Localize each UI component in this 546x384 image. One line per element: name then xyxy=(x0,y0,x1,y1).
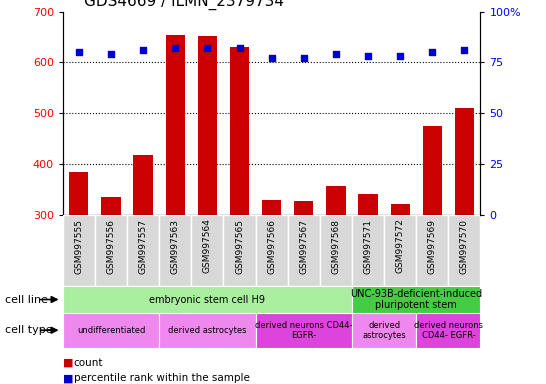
Text: GSM997556: GSM997556 xyxy=(106,218,116,273)
Bar xyxy=(95,215,127,286)
Bar xyxy=(256,313,352,348)
Bar xyxy=(256,215,288,286)
Bar xyxy=(294,201,313,368)
Bar xyxy=(416,313,480,348)
Point xyxy=(171,45,180,51)
Text: cell line: cell line xyxy=(5,295,49,305)
Point xyxy=(139,47,147,53)
Text: UNC-93B-deficient-induced
pluripotent stem: UNC-93B-deficient-induced pluripotent st… xyxy=(350,289,482,310)
Bar xyxy=(69,172,88,368)
Bar xyxy=(63,215,95,286)
Text: GSM997567: GSM997567 xyxy=(299,218,308,273)
Bar xyxy=(198,36,217,368)
Bar xyxy=(159,215,191,286)
Bar xyxy=(127,215,159,286)
Text: derived
astrocytes: derived astrocytes xyxy=(362,321,406,340)
Bar xyxy=(63,286,352,313)
Text: ■: ■ xyxy=(63,358,73,368)
Text: GSM997569: GSM997569 xyxy=(428,218,437,273)
Text: derived neurons
CD44- EGFR-: derived neurons CD44- EGFR- xyxy=(414,321,483,340)
Bar xyxy=(352,215,384,286)
Text: GSM997568: GSM997568 xyxy=(331,218,340,273)
Text: GSM997566: GSM997566 xyxy=(267,218,276,273)
Bar xyxy=(423,126,442,368)
Bar xyxy=(191,215,223,286)
Bar xyxy=(102,197,121,368)
Bar xyxy=(327,185,346,368)
Bar xyxy=(448,215,480,286)
Text: embryonic stem cell H9: embryonic stem cell H9 xyxy=(150,295,265,305)
Bar xyxy=(288,215,320,286)
Point xyxy=(203,45,212,51)
Point xyxy=(235,45,244,51)
Bar xyxy=(165,35,185,368)
Text: GSM997570: GSM997570 xyxy=(460,218,469,273)
Text: GDS4669 / ILMN_2379734: GDS4669 / ILMN_2379734 xyxy=(84,0,284,10)
Bar xyxy=(352,286,480,313)
Bar xyxy=(390,204,410,368)
Text: GSM997563: GSM997563 xyxy=(171,218,180,273)
Text: undifferentiated: undifferentiated xyxy=(77,326,145,335)
Bar xyxy=(320,215,352,286)
Point xyxy=(364,53,372,60)
Point xyxy=(106,51,115,57)
Text: GSM997564: GSM997564 xyxy=(203,218,212,273)
Text: GSM997565: GSM997565 xyxy=(235,218,244,273)
Text: GSM997571: GSM997571 xyxy=(364,218,372,273)
Bar xyxy=(63,313,159,348)
Bar xyxy=(352,313,416,348)
Text: GSM997557: GSM997557 xyxy=(139,218,147,273)
Text: percentile rank within the sample: percentile rank within the sample xyxy=(74,373,250,383)
Point xyxy=(268,55,276,61)
Bar xyxy=(133,155,153,368)
Bar xyxy=(455,108,474,368)
Bar xyxy=(358,194,378,368)
Point xyxy=(460,47,469,53)
Bar xyxy=(230,47,249,368)
Point xyxy=(331,51,340,57)
Point xyxy=(396,53,405,60)
Bar xyxy=(223,215,256,286)
Bar xyxy=(262,200,281,368)
Text: GSM997555: GSM997555 xyxy=(74,218,84,273)
Point xyxy=(428,49,437,55)
Text: ■: ■ xyxy=(63,373,73,383)
Point xyxy=(74,49,83,55)
Bar xyxy=(384,215,416,286)
Bar xyxy=(159,313,256,348)
Text: GSM997572: GSM997572 xyxy=(396,218,405,273)
Point xyxy=(299,55,308,61)
Text: derived astrocytes: derived astrocytes xyxy=(168,326,247,335)
Text: count: count xyxy=(74,358,103,368)
Text: derived neurons CD44-
EGFR-: derived neurons CD44- EGFR- xyxy=(255,321,353,340)
Text: cell type: cell type xyxy=(5,325,53,335)
Bar xyxy=(416,215,448,286)
